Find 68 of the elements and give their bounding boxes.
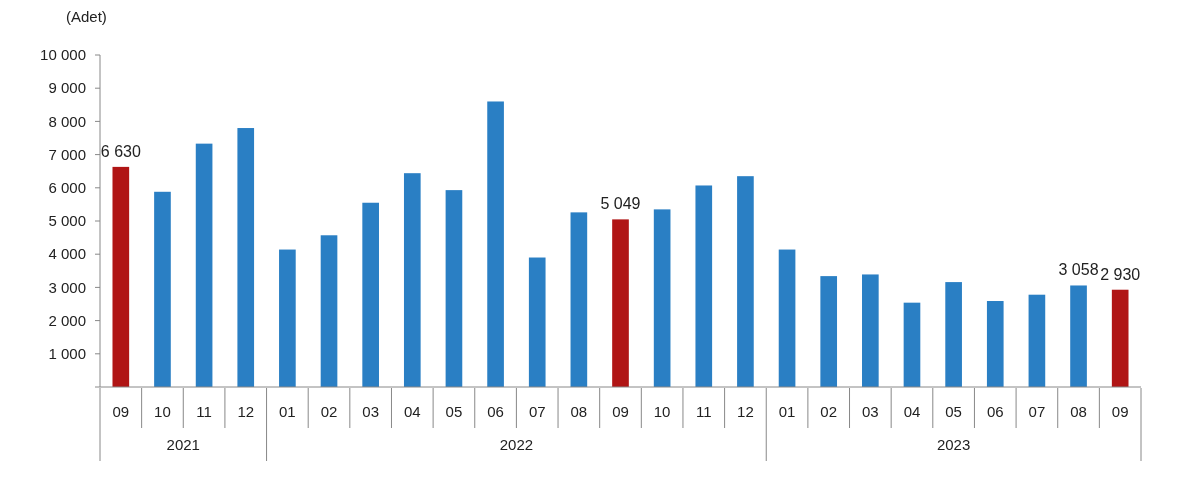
bar	[195, 143, 213, 387]
x-tick-label: 08	[570, 403, 588, 421]
y-tick-label: 2 000	[48, 311, 86, 329]
x-tick-label: 09	[1111, 403, 1129, 421]
bar	[945, 282, 962, 387]
bar	[112, 166, 130, 387]
x-tick-label: 09	[612, 403, 629, 421]
y-tick-label: 1 000	[48, 345, 86, 363]
x-tick-label: 04	[903, 403, 921, 421]
y-tick-label: 3 000	[48, 278, 86, 296]
data-label: 5 049	[600, 195, 641, 213]
x-tick-label: 06	[986, 403, 1004, 421]
text: 2022	[499, 436, 534, 454]
data-label: 3 058	[1058, 261, 1099, 279]
y-tick-label: 6 000	[48, 179, 86, 197]
x-tick-label: 02	[320, 403, 338, 421]
data-label: 6 630	[100, 142, 141, 160]
y-tick-label: 4 000	[48, 245, 86, 263]
x-tick-label: 02	[820, 403, 838, 421]
y-tick-label: 5 000	[48, 212, 86, 230]
x-tick-label: 12	[737, 403, 754, 421]
bar	[1070, 285, 1087, 387]
bar	[279, 249, 296, 387]
y-tick-label: 9 000	[48, 79, 86, 97]
bar	[653, 209, 671, 387]
x-tick-label: 08	[1070, 403, 1087, 421]
x-tick-label: 01	[778, 403, 796, 421]
x-tick-label: 03	[862, 403, 879, 421]
x-tick-label: 05	[945, 403, 962, 421]
bar	[820, 276, 838, 387]
bar	[445, 190, 463, 387]
x-tick-label: 01	[279, 403, 296, 421]
x-tick-label: 07	[1028, 403, 1046, 421]
bar	[320, 235, 338, 387]
bar	[570, 212, 588, 387]
x-tick-label: 04	[403, 403, 421, 421]
x-tick-label: 05	[445, 403, 463, 421]
bar	[612, 219, 629, 387]
text: 2023	[936, 436, 971, 454]
bar	[154, 191, 171, 387]
bar	[862, 274, 879, 387]
bar	[778, 249, 796, 387]
y-tick-label: 10 000	[40, 46, 86, 64]
bar	[903, 302, 921, 387]
x-tick-label: 09	[112, 403, 130, 421]
data-label: 2 930	[1100, 265, 1141, 283]
bar	[403, 173, 421, 387]
bar	[487, 101, 504, 387]
x-tick-label: 10	[154, 403, 171, 421]
y-tick-label: 8 000	[48, 112, 86, 130]
x-tick-label: 06	[487, 403, 504, 421]
bar	[1111, 289, 1129, 387]
x-tick-label: 03	[362, 403, 379, 421]
bar	[362, 202, 379, 387]
bar	[986, 301, 1004, 387]
bar	[1028, 294, 1046, 387]
x-tick-label: 10	[653, 403, 671, 421]
y-tick-label: 7 000	[48, 145, 86, 163]
x-tick-label: 12	[237, 403, 255, 421]
x-tick-label: 11	[695, 403, 712, 421]
y-axis-title: (Adet)	[66, 8, 107, 25]
x-tick-label: 11	[196, 403, 212, 421]
x-tick-label: 07	[528, 403, 546, 421]
bar	[695, 185, 713, 387]
text: 2021	[166, 436, 200, 454]
bar	[237, 128, 255, 387]
bar	[528, 257, 546, 387]
bar	[737, 176, 754, 387]
